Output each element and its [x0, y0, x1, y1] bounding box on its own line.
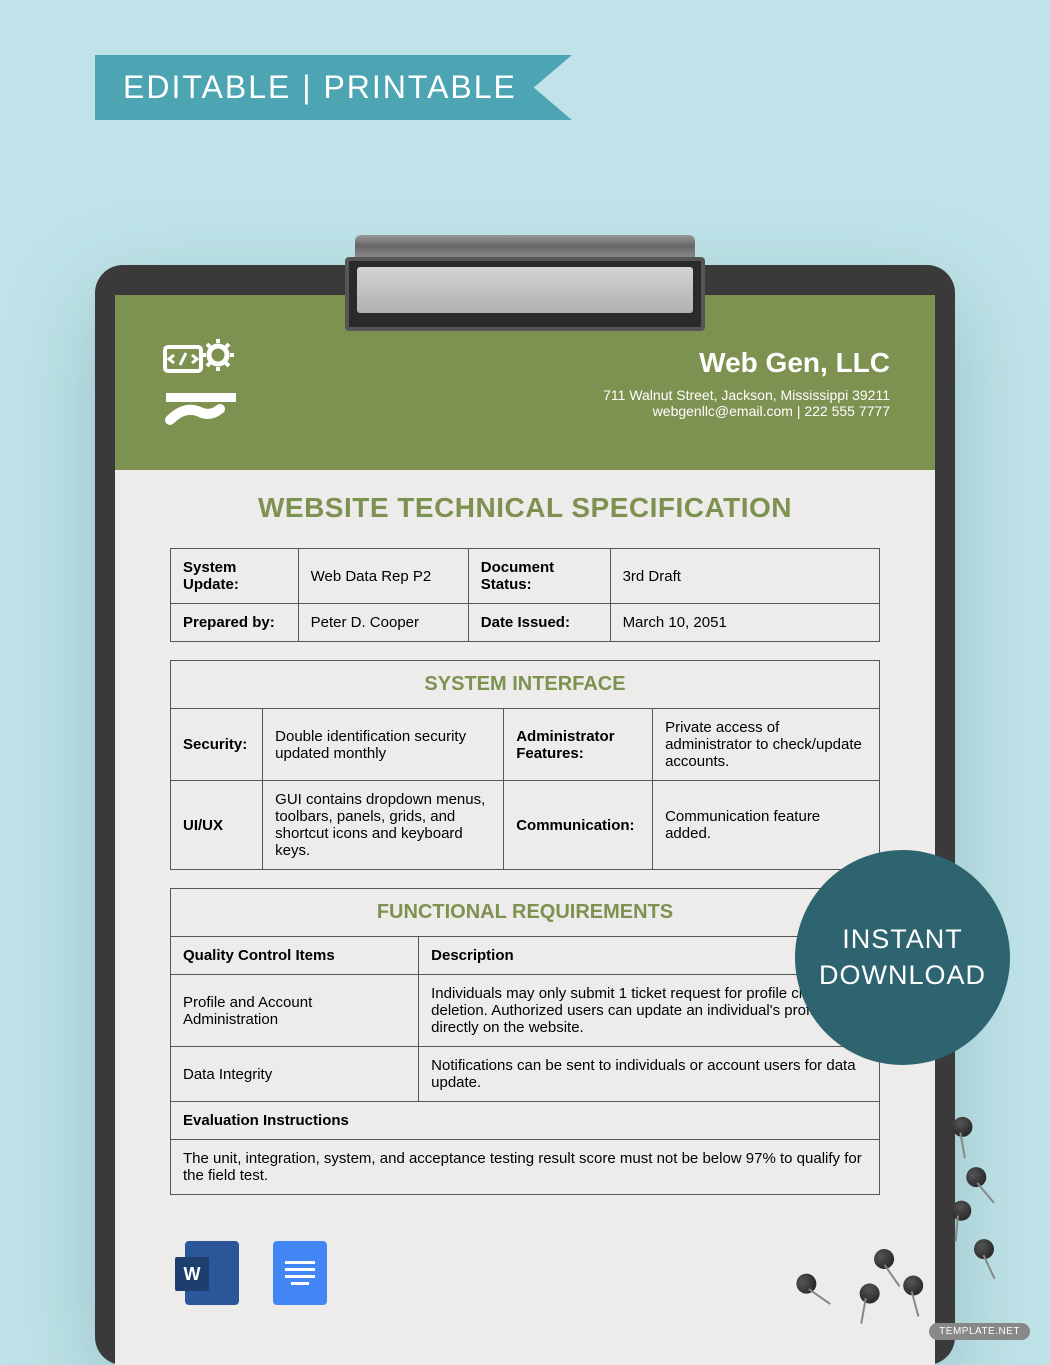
meta-value: March 10, 2051 — [610, 604, 879, 642]
badge-line2: DOWNLOAD — [819, 958, 986, 993]
table-row: Quality Control Items Description — [171, 937, 880, 975]
company-logo-icon — [160, 335, 250, 430]
si-label: UI/UX — [171, 781, 263, 870]
table-row: UI/UX GUI contains dropdown menus, toolb… — [171, 781, 880, 870]
fr-item: Data Integrity — [171, 1047, 419, 1102]
editable-printable-ribbon: EDITABLE | PRINTABLE — [95, 55, 572, 120]
table-row: Prepared by: Peter D. Cooper Date Issued… — [171, 604, 880, 642]
meta-label: Prepared by: — [171, 604, 299, 642]
badge-line1: INSTANT — [842, 922, 963, 957]
fr-description: Notifications can be sent to individuals… — [419, 1047, 880, 1102]
section-header: SYSTEM INTERFACE — [171, 661, 880, 709]
clipboard-clip — [345, 235, 705, 325]
table-row: System Update: Web Data Rep P2 Document … — [171, 549, 880, 604]
word-icon — [185, 1241, 239, 1305]
si-label: Communication: — [504, 781, 653, 870]
si-label: Administrator Features: — [504, 709, 653, 781]
meta-label: Date Issued: — [468, 604, 610, 642]
si-value: Communication feature added. — [653, 781, 880, 870]
si-value: Private access of administrator to check… — [653, 709, 880, 781]
google-docs-icon — [273, 1241, 327, 1305]
evaluation-text: The unit, integration, system, and accep… — [171, 1140, 880, 1195]
system-interface-table: SYSTEM INTERFACE Security: Double identi… — [170, 660, 880, 870]
functional-requirements-table: FUNCTIONAL REQUIREMENTS Quality Control … — [170, 888, 880, 1195]
meta-value: Web Data Rep P2 — [298, 549, 468, 604]
company-info: Web Gen, LLC 711 Walnut Street, Jackson,… — [603, 347, 890, 419]
section-header: FUNCTIONAL REQUIREMENTS — [171, 889, 880, 937]
document-title: WEBSITE TECHNICAL SPECIFICATION — [170, 492, 880, 524]
instant-download-badge[interactable]: INSTANT DOWNLOAD — [795, 850, 1010, 1065]
meta-table: System Update: Web Data Rep P2 Document … — [170, 548, 880, 642]
table-row: The unit, integration, system, and accep… — [171, 1140, 880, 1195]
si-value: Double identification security updated m… — [263, 709, 504, 781]
meta-label: Document Status: — [468, 549, 610, 604]
table-row: FUNCTIONAL REQUIREMENTS — [171, 889, 880, 937]
column-header: Quality Control Items — [171, 937, 419, 975]
table-row: SYSTEM INTERFACE — [171, 661, 880, 709]
table-row: Data Integrity Notifications can be sent… — [171, 1047, 880, 1102]
meta-label: System Update: — [171, 549, 299, 604]
si-value: GUI contains dropdown menus, toolbars, p… — [263, 781, 504, 870]
table-row: Evaluation Instructions — [171, 1102, 880, 1140]
meta-value: 3rd Draft — [610, 549, 879, 604]
si-label: Security: — [171, 709, 263, 781]
company-contact: webgenllc@email.com | 222 555 7777 — [603, 403, 890, 419]
table-row: Profile and Account Administration Indiv… — [171, 975, 880, 1047]
template-watermark: TEMPLATE.NET — [929, 1323, 1030, 1340]
table-row: Security: Double identification security… — [171, 709, 880, 781]
file-format-icons — [185, 1241, 327, 1305]
evaluation-header: Evaluation Instructions — [171, 1102, 880, 1140]
meta-value: Peter D. Cooper — [298, 604, 468, 642]
fr-item: Profile and Account Administration — [171, 975, 419, 1047]
company-address: 711 Walnut Street, Jackson, Mississippi … — [603, 387, 890, 403]
company-name: Web Gen, LLC — [603, 347, 890, 379]
pushpins-decoration — [780, 1110, 1020, 1340]
